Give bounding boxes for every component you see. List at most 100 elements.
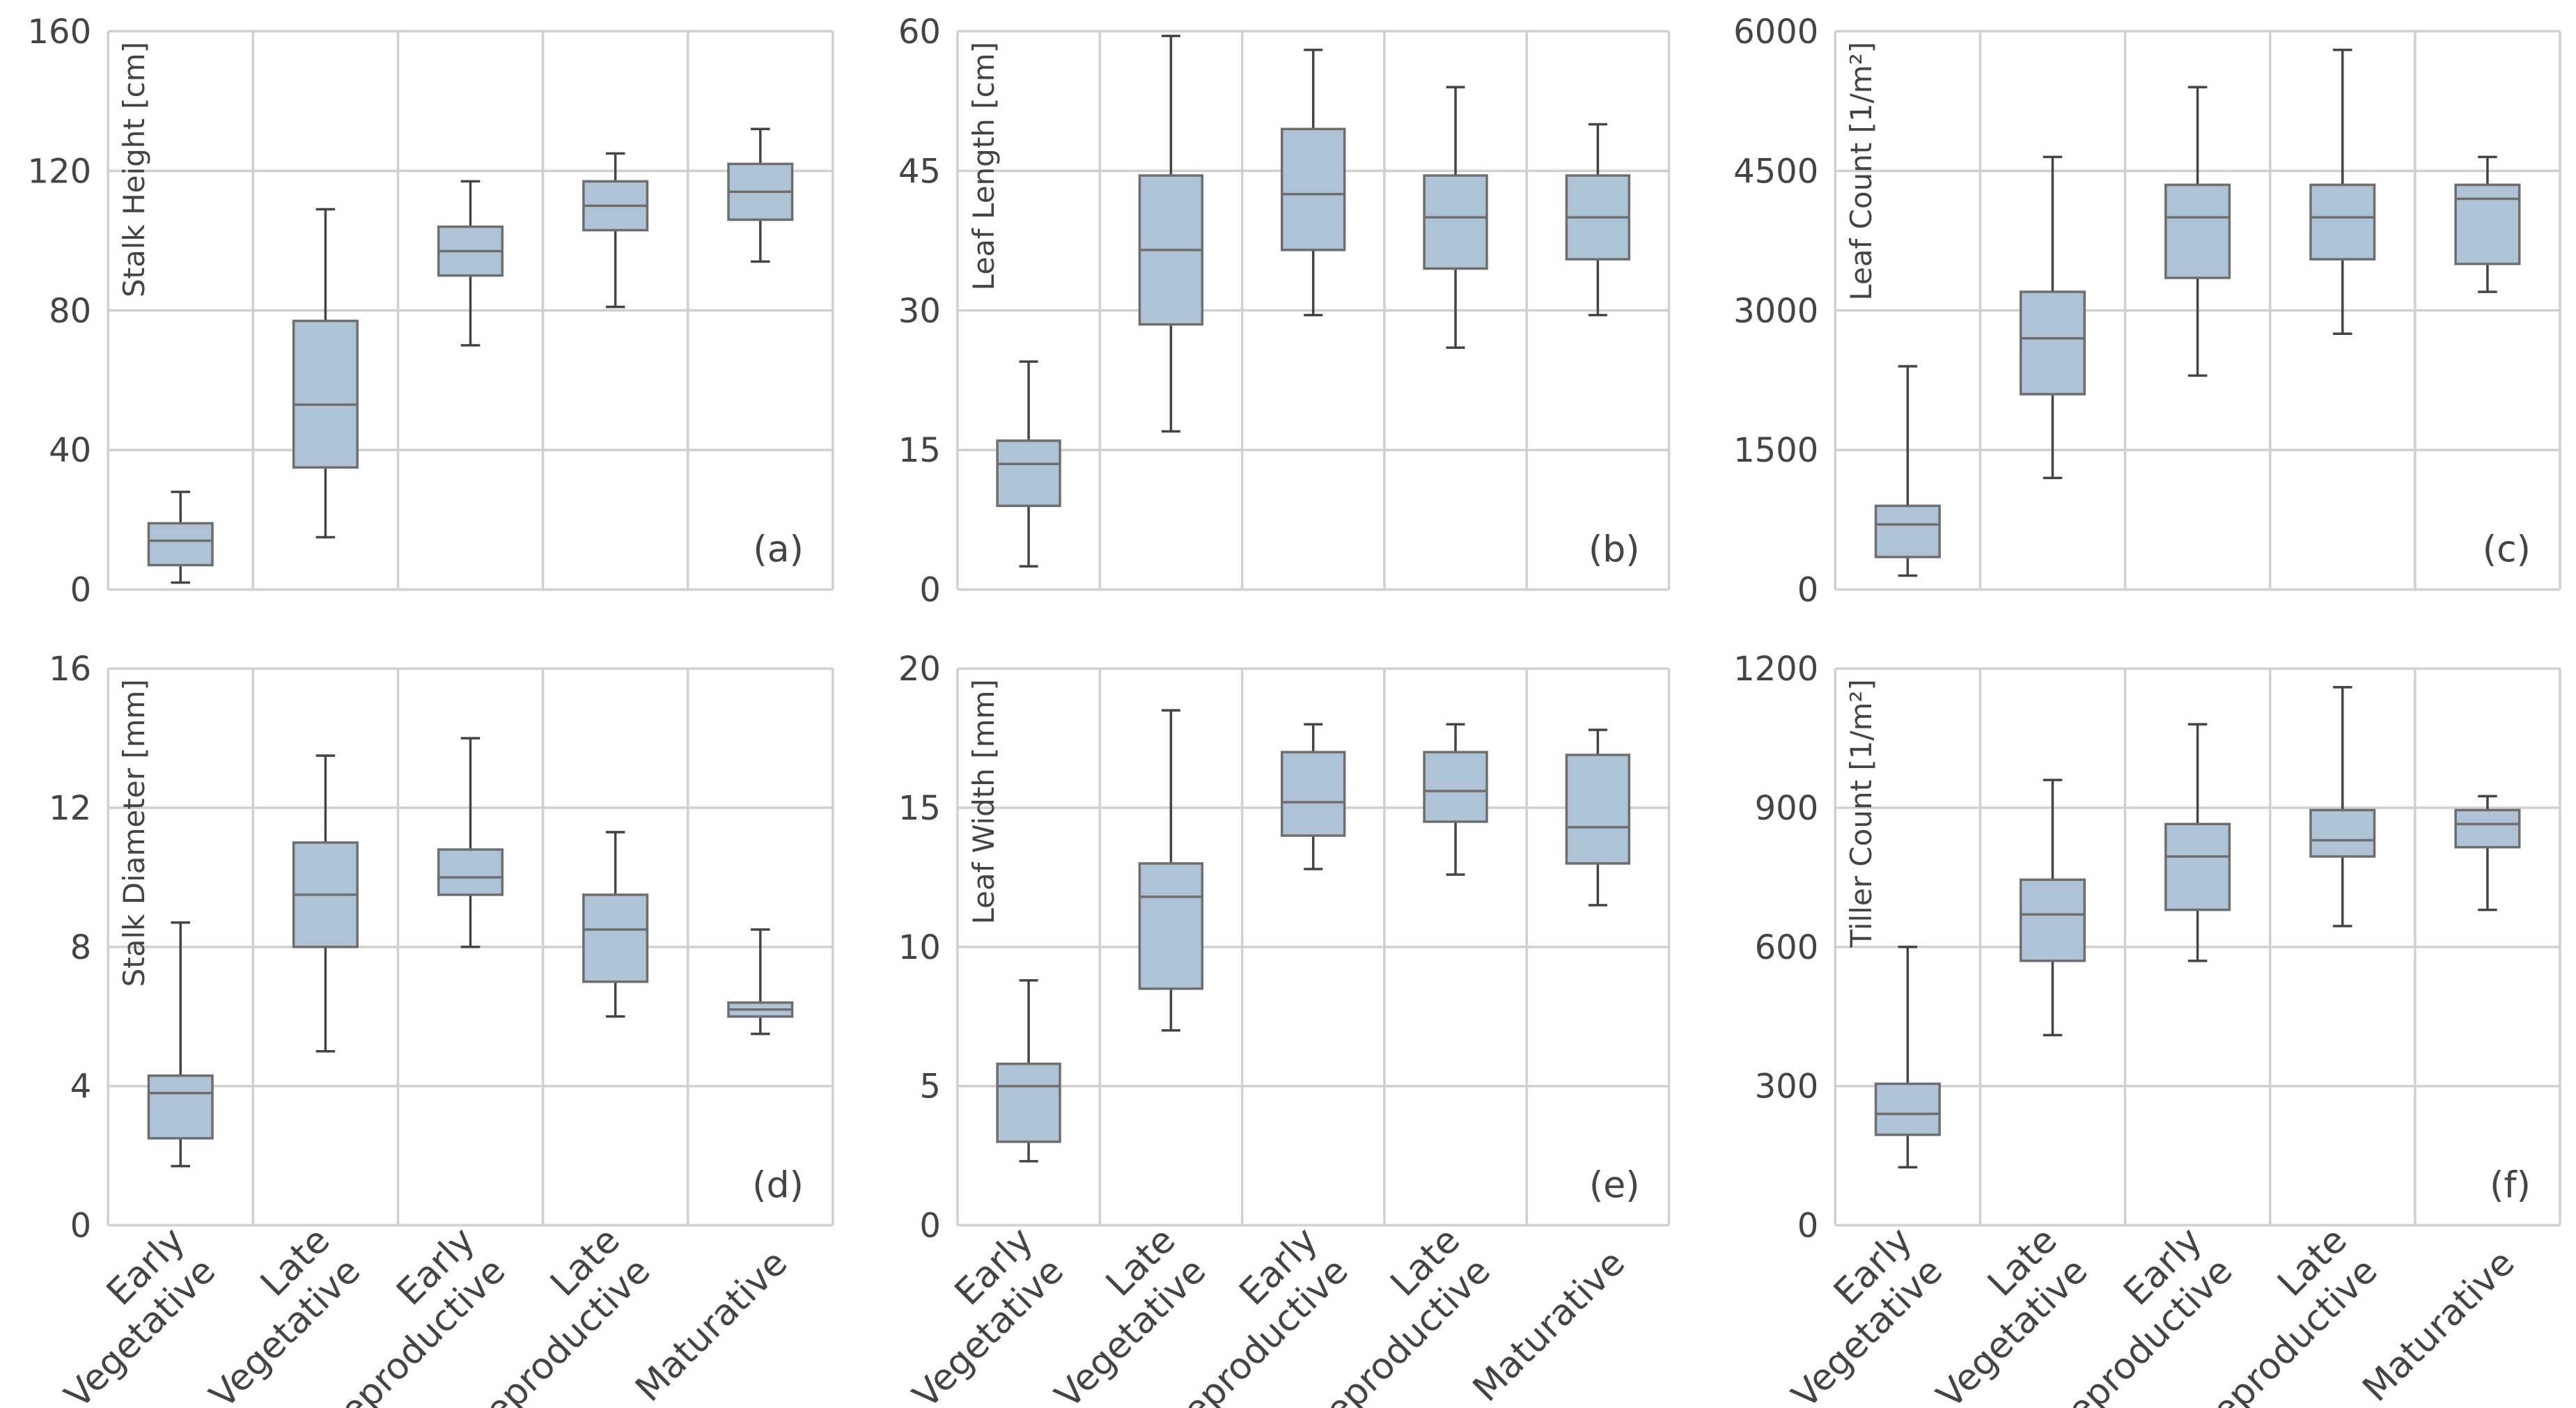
y-axis-label: Tiller Count [1/m²] xyxy=(1844,679,1878,948)
y-tick-label: 16 xyxy=(49,650,91,689)
y-tick-label: 4 xyxy=(70,1067,92,1106)
y-tick-label: 4500 xyxy=(1733,152,1818,191)
box-3 xyxy=(437,180,504,347)
iqr-box xyxy=(2454,183,2521,265)
box-3 xyxy=(2164,723,2231,962)
iqr-box xyxy=(1874,1082,1941,1136)
box-1 xyxy=(1874,946,1941,1169)
panel-letter: (e) xyxy=(1589,1165,1640,1207)
box-5 xyxy=(1565,728,1631,907)
x-tick-label: Maturative xyxy=(627,1242,795,1408)
box-5 xyxy=(2454,795,2521,912)
panel-letter: (d) xyxy=(752,1165,804,1207)
y-tick-label: 0 xyxy=(70,571,92,610)
y-tick-label: 0 xyxy=(70,1207,92,1246)
y-tick-label: 600 xyxy=(1755,928,1819,967)
x-tick-label: LateVegetative xyxy=(1898,1219,2095,1408)
iqr-box xyxy=(2019,290,2086,396)
box-2 xyxy=(2019,155,2086,480)
x-tick-label: EarlyVegetative xyxy=(1754,1219,1951,1408)
iqr-box xyxy=(1281,127,1346,251)
y-tick-label: 0 xyxy=(919,571,941,610)
iqr-box xyxy=(147,522,214,567)
iqr-box xyxy=(1423,174,1488,270)
x-tick-label: LateVegetative xyxy=(171,1219,368,1408)
y-tick-label: 15 xyxy=(898,789,941,828)
box-1 xyxy=(1874,365,1941,577)
box-5 xyxy=(727,928,794,1035)
box-2 xyxy=(2019,779,2086,1037)
iqr-box xyxy=(996,1062,1061,1143)
box-1 xyxy=(147,490,214,584)
box-2 xyxy=(292,754,359,1053)
iqr-box xyxy=(2309,808,2376,858)
y-axis-label: Leaf Width [mm] xyxy=(967,679,1001,924)
iqr-box xyxy=(2309,183,2376,261)
x-tick-label: Maturative xyxy=(1465,1242,1633,1408)
chart-panel-1: 0 40 80 120 160 Stalk Height [cm] (a) xyxy=(28,13,834,610)
box-1 xyxy=(996,360,1061,568)
box-2 xyxy=(1138,709,1204,1032)
y-tick-label: 8 xyxy=(70,928,92,967)
box-3 xyxy=(1281,723,1346,870)
panel-letter: (c) xyxy=(2483,529,2531,571)
box-2 xyxy=(1138,34,1204,433)
y-tick-label: 45 xyxy=(898,152,941,191)
y-axis-label: Stalk Diameter [mm] xyxy=(117,679,151,987)
panel-letter: (f) xyxy=(2490,1165,2531,1207)
x-tick-label: LateVegetative xyxy=(1017,1219,1214,1408)
chart-panel-3: 0 1500 3000 4500 6000 Leaf Count [1/m²] (c) xyxy=(1733,13,2561,610)
iqr-box xyxy=(292,320,359,469)
iqr-box xyxy=(437,848,504,896)
y-tick-label: 0 xyxy=(1797,571,1819,610)
y-tick-label: 60 xyxy=(898,13,941,52)
y-tick-label: 160 xyxy=(28,13,92,52)
box-3 xyxy=(1281,48,1346,317)
box-4 xyxy=(1423,86,1488,350)
box-5 xyxy=(727,127,794,263)
iqr-box xyxy=(2454,808,2521,849)
iqr-box xyxy=(1874,504,1941,558)
y-tick-label: 1500 xyxy=(1733,431,1818,470)
y-tick-label: 300 xyxy=(1755,1067,1819,1106)
y-tick-label: 10 xyxy=(898,928,941,967)
y-tick-label: 900 xyxy=(1755,789,1819,828)
panel-letter: (b) xyxy=(1588,529,1640,571)
box-4 xyxy=(582,831,649,1018)
y-tick-label: 1200 xyxy=(1733,650,1818,689)
iqr-box xyxy=(147,1074,214,1140)
box-2 xyxy=(292,208,359,539)
y-tick-label: 30 xyxy=(898,292,941,331)
box-3 xyxy=(437,737,504,948)
y-tick-label: 3000 xyxy=(1733,292,1818,331)
iqr-box xyxy=(2164,822,2231,912)
box-1 xyxy=(996,979,1061,1163)
x-tick-label-line: Maturative xyxy=(1465,1242,1633,1408)
x-tick-label-line: Maturative xyxy=(2355,1242,2522,1408)
box-4 xyxy=(2309,48,2376,335)
y-tick-label: 0 xyxy=(1797,1207,1819,1246)
y-tick-label: 6000 xyxy=(1733,13,1818,52)
y-tick-label: 40 xyxy=(49,431,91,470)
x-tick-label-line: Maturative xyxy=(627,1242,795,1408)
box-5 xyxy=(1565,123,1631,317)
iqr-box xyxy=(1281,751,1346,837)
x-tick-label: EarlyVegetative xyxy=(875,1219,1072,1408)
box-4 xyxy=(582,152,649,308)
chart-panel-6: 0 300 600 900 1200 Tiller Count [1/m²] (f) Earl… xyxy=(1733,650,2561,1408)
iqr-box xyxy=(1423,751,1488,823)
y-axis-label: Stalk Height [cm] xyxy=(117,42,151,297)
y-axis-label: Leaf Count [1/m²] xyxy=(1844,42,1878,301)
box-1 xyxy=(147,921,214,1168)
y-tick-label: 0 xyxy=(919,1207,941,1246)
iqr-box xyxy=(1565,753,1631,865)
chart-panel-2: 0 15 30 45 60 Leaf Length [cm] (b) xyxy=(898,13,1671,610)
box-5 xyxy=(2454,155,2521,293)
chart-panel-4: 0 4 8 12 16 Stalk Diameter [mm] (d) EarlyVegeta… xyxy=(49,650,834,1408)
box-3 xyxy=(2164,86,2231,377)
iqr-box xyxy=(996,439,1061,508)
iqr-box xyxy=(2019,878,2086,962)
chart-panel-5: 0 5 10 15 20 Leaf Width [mm] (e) EarlyVegetativ… xyxy=(875,650,1671,1408)
panel-letter: (a) xyxy=(753,529,803,571)
